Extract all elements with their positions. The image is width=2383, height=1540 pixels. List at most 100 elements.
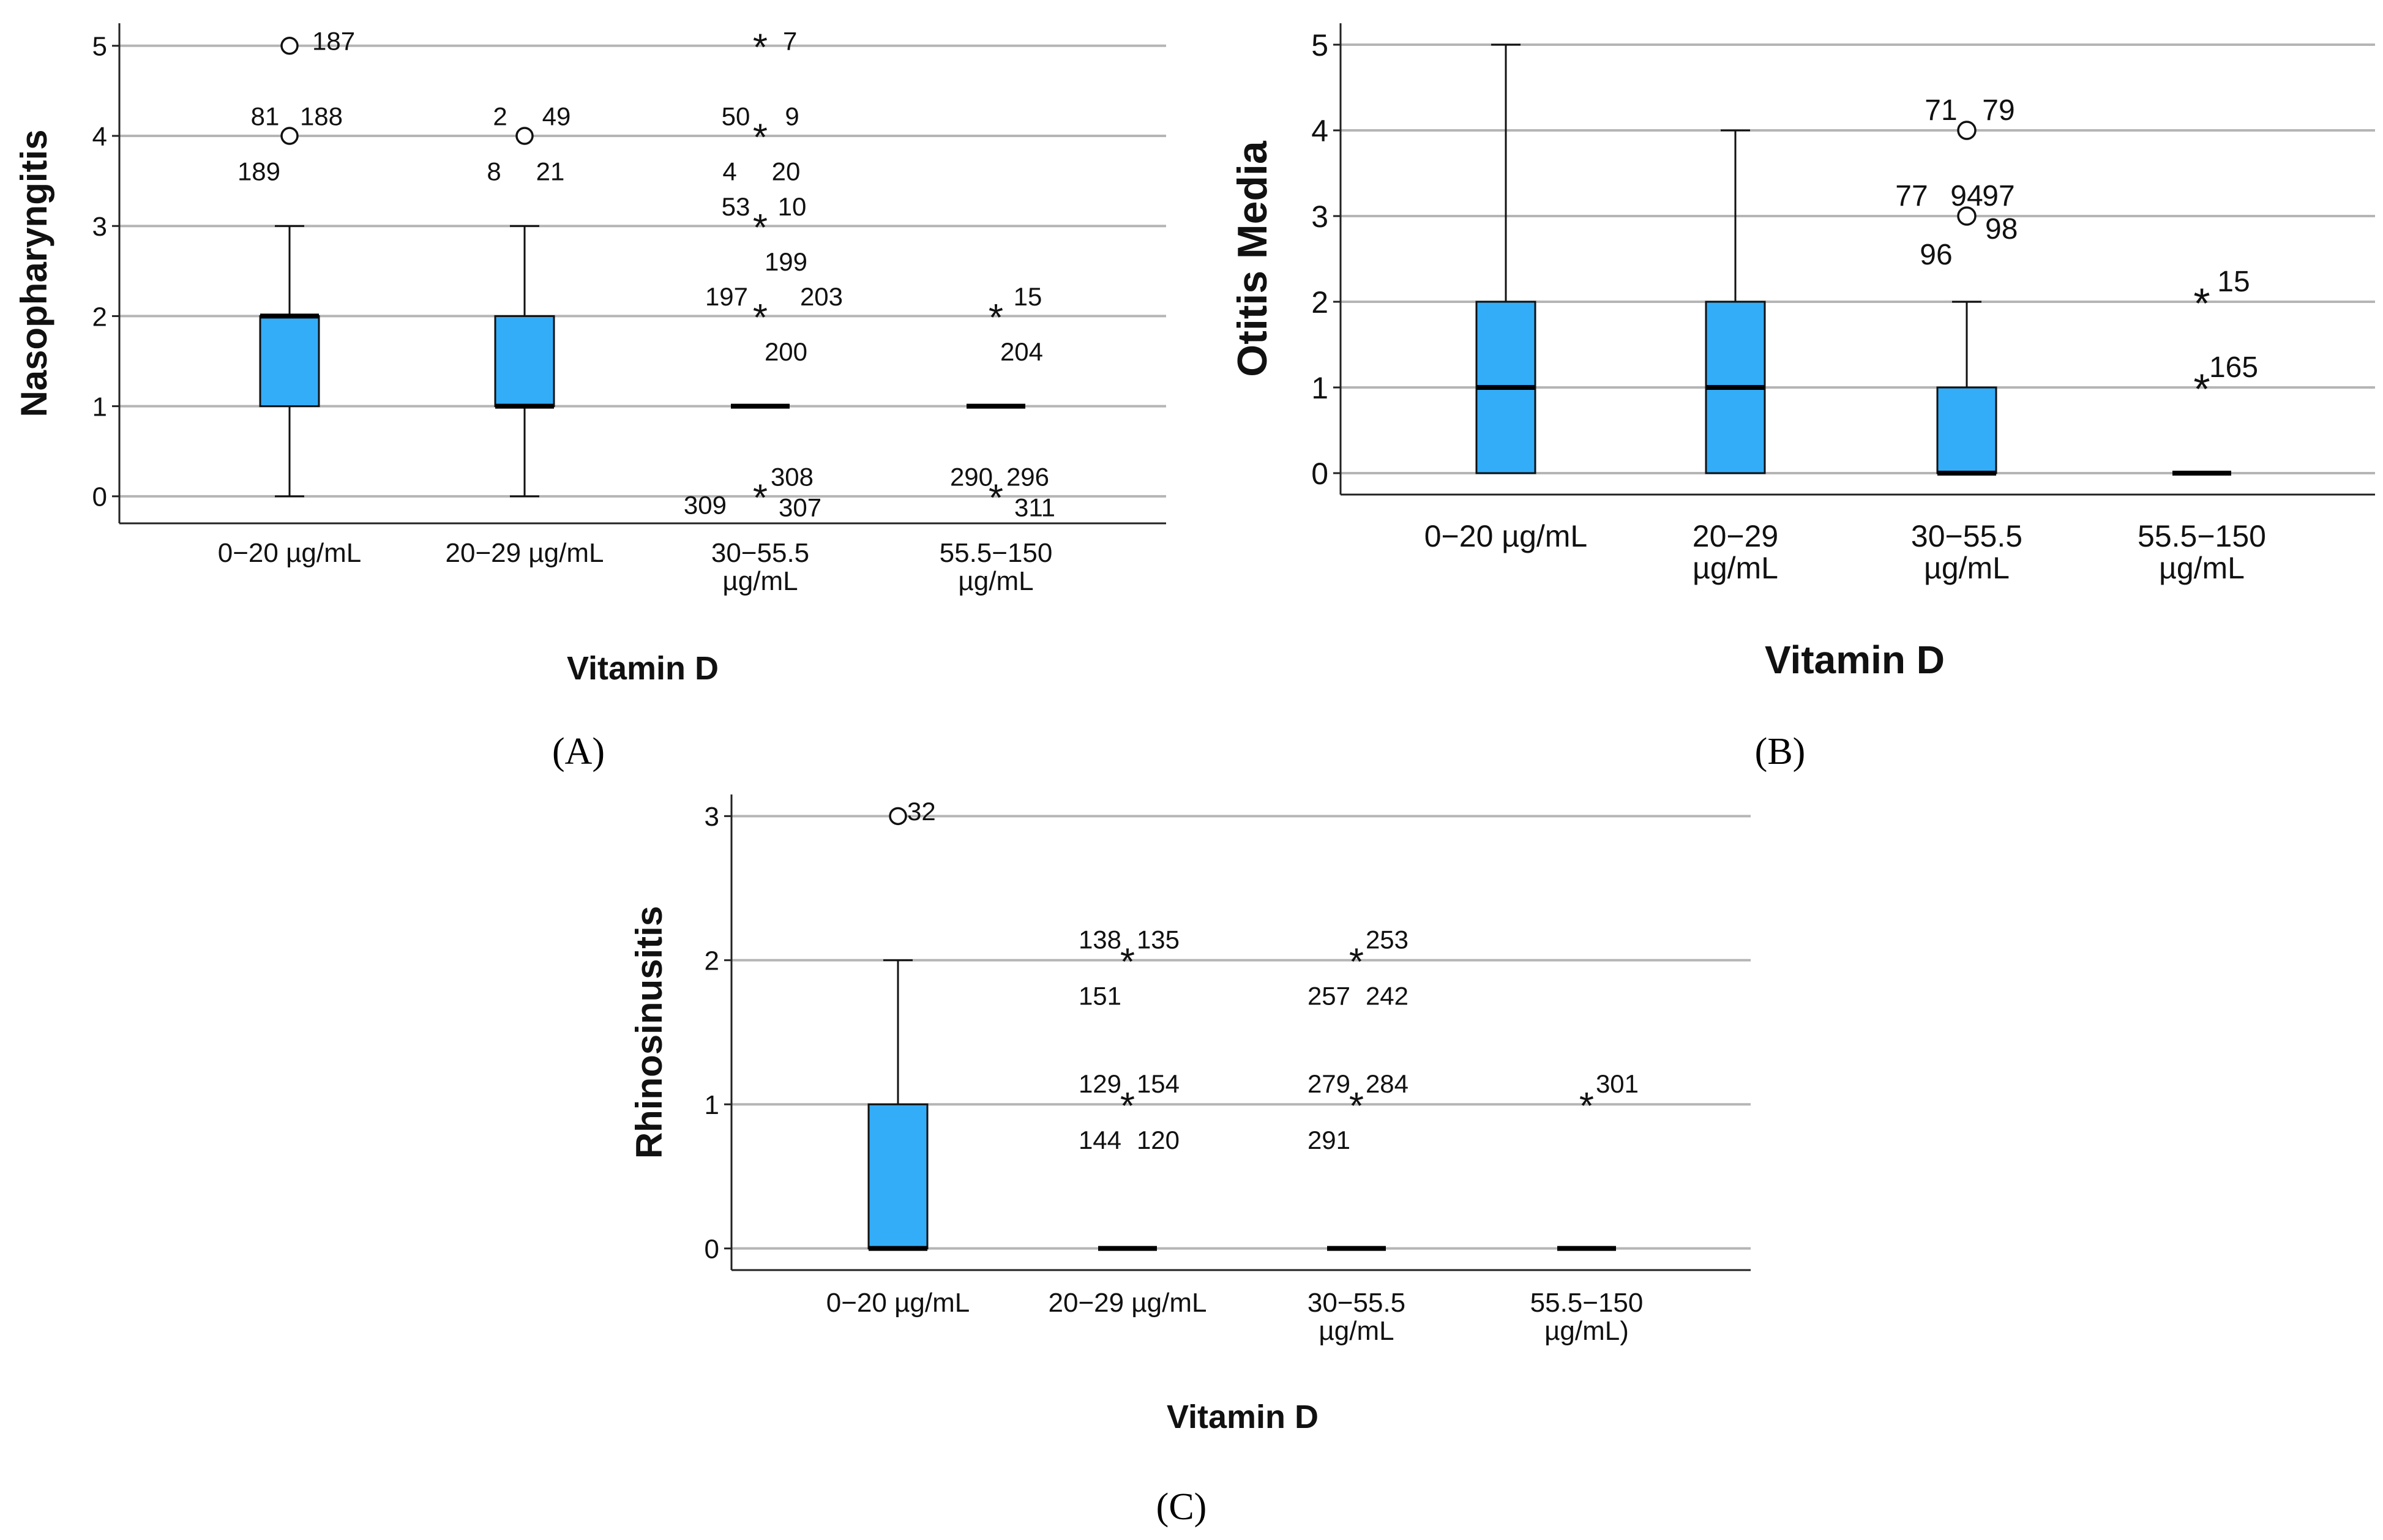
outlier-label: 165 <box>2209 351 2258 384</box>
outlier-label: 120 <box>1137 1126 1180 1154</box>
outlier-label: 188 <box>300 102 343 131</box>
x-tick-label: µg/mL) <box>1544 1316 1629 1346</box>
outlier-label: 2 <box>493 102 507 131</box>
outlier-label: 144 <box>1079 1126 1121 1154</box>
x-tick-label: µg/mL <box>2159 551 2245 585</box>
outlier-label: 307 <box>779 493 821 522</box>
x-tick-label: 20−29 µg/mL <box>446 538 604 568</box>
y-axis-title: Nasopharyngitis <box>13 129 54 417</box>
y-tick-label: 3 <box>92 212 107 242</box>
outlier-label: 204 <box>1000 337 1043 366</box>
x-tick-label: 0−20 µg/mL <box>1424 519 1587 553</box>
chart-nasopharyngitis: 0 1 2 3 4 5 Nasopharyngitis 0−20 µg/mL 20−29 µg/… <box>13 23 1166 687</box>
extreme-star: * <box>1120 1085 1135 1127</box>
box-plot <box>1705 129 1766 474</box>
y-tick-label: 2 <box>705 946 719 976</box>
outlier-label: 79 <box>1982 94 2015 127</box>
x-tick-label: 0−20 µg/mL <box>218 538 362 568</box>
outlier-label: 7 <box>783 27 797 56</box>
extreme-star: * <box>753 26 768 69</box>
x-tick-label: µg/mL <box>958 566 1033 596</box>
outlier-label: 9 <box>785 102 799 131</box>
box-plot <box>494 225 555 498</box>
outlier-label: 311 <box>1014 493 1055 522</box>
x-axis-title: Vitamin D <box>1765 638 1945 682</box>
outlier-label: 279 <box>1307 1069 1350 1098</box>
box-plot <box>1936 301 1997 476</box>
outlier-label: 97 <box>1982 180 2015 212</box>
x-axis-title: Vitamin D <box>1167 1399 1319 1435</box>
extreme-star: * <box>753 207 768 249</box>
panel-labels: (A) (B) (C) <box>552 731 1805 1528</box>
y-tick-label: 0 <box>1311 457 1328 491</box>
outlier-label: 197 <box>705 282 748 311</box>
outlier-label: 81 <box>251 102 280 131</box>
outlier-label: 20 <box>772 157 801 186</box>
panel-label: (B) <box>1755 731 1806 772</box>
outlier-label: 187 <box>312 27 355 56</box>
y-tick-label: 5 <box>1311 28 1328 62</box>
extreme-star: * <box>753 477 768 519</box>
box-plot <box>867 959 929 1251</box>
x-tick-label: 55.5−150 <box>1530 1288 1644 1318</box>
x-tick-label: 55.5−150 <box>940 538 1053 568</box>
y-tick-label: 1 <box>92 392 107 422</box>
outlier-label: 77 <box>1895 180 1928 212</box>
iqr-box <box>867 1103 929 1250</box>
outlier-label: 135 <box>1137 925 1180 954</box>
x-tick-label: 30−55.5 <box>1307 1288 1405 1318</box>
x-tick-label: 30−55.5 <box>711 538 809 568</box>
extreme-star: * <box>1349 941 1364 983</box>
y-axis-title: Rhinosinusitis <box>629 906 670 1159</box>
outlier-circle <box>515 127 534 145</box>
outlier-label: 284 <box>1366 1069 1408 1098</box>
outlier-label: 4 <box>722 157 736 186</box>
x-tick-label: µg/mL <box>1319 1316 1394 1346</box>
y-tick-label: 2 <box>1311 285 1328 320</box>
outlier-label: 291 <box>1307 1126 1350 1154</box>
outlier-label: 242 <box>1366 981 1408 1010</box>
extreme-star: * <box>1349 1085 1364 1127</box>
outlier-label: 53 <box>722 192 750 221</box>
extreme-star: * <box>989 297 1003 339</box>
extreme-star: * <box>753 297 768 339</box>
outlier-label: 199 <box>765 247 807 276</box>
extreme-star: * <box>2193 280 2210 327</box>
y-axis-title: Otitis Media <box>1229 140 1276 377</box>
x-tick-label: µg/mL <box>1924 551 2010 585</box>
outlier-label: 154 <box>1137 1069 1180 1098</box>
outlier-label: 290 <box>950 463 993 492</box>
y-tick-label: 5 <box>92 32 107 62</box>
y-tick-label: 1 <box>1311 371 1328 405</box>
iqr-box <box>259 315 320 408</box>
outlier-circle <box>889 807 907 826</box>
outlier-label: 129 <box>1079 1069 1121 1098</box>
outlier-label: 94 <box>1950 180 1983 212</box>
outlier-label: 15 <box>1014 282 1042 311</box>
x-tick-label: µg/mL <box>1693 551 1778 585</box>
x-tick-label: 55.5−150 <box>2138 519 2266 553</box>
outlier-label: 296 <box>1006 463 1049 492</box>
extreme-star: * <box>2193 365 2210 413</box>
outlier-label: 21 <box>536 157 565 186</box>
y-tick-label: 0 <box>705 1235 719 1265</box>
panel-label: (A) <box>552 731 605 772</box>
outlier-label: 15 <box>2217 266 2250 298</box>
extreme-star: * <box>1120 941 1135 983</box>
outlier-label: 308 <box>771 463 814 492</box>
y-tick-label: 4 <box>1311 114 1328 148</box>
iqr-box <box>494 315 555 408</box>
outlier-label: 253 <box>1366 925 1408 954</box>
x-tick-label: 20−29 µg/mL <box>1049 1288 1207 1318</box>
iqr-box <box>1936 386 1997 474</box>
outlier-circle <box>1957 121 1977 140</box>
outlier-circle <box>1957 206 1977 226</box>
outlier-label: 189 <box>238 157 280 186</box>
outlier-label: 200 <box>765 337 807 366</box>
x-tick-label: 20−29 <box>1693 519 1778 553</box>
outlier-label: 203 <box>800 282 843 311</box>
outlier-label: 96 <box>1920 239 1952 271</box>
outlier-circle <box>280 37 299 55</box>
